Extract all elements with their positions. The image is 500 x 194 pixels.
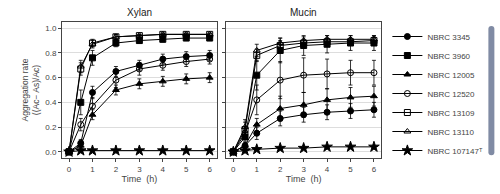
svg-text:Aggregation rate((Ac− As)/Ac): Aggregation rate((Ac− As)/Ac) <box>20 58 41 121</box>
svg-text:Time (h): Time (h) <box>286 174 322 184</box>
svg-text:1.0: 1.0 <box>45 24 57 33</box>
svg-text:NBRC 3960: NBRC 3960 <box>427 52 470 61</box>
svg-text:3: 3 <box>301 165 306 174</box>
svg-text:NBRC 13110: NBRC 13110 <box>427 128 474 137</box>
svg-text:6: 6 <box>207 165 212 174</box>
svg-text:0.2: 0.2 <box>45 123 57 132</box>
svg-text:2: 2 <box>278 165 283 174</box>
svg-text:NBRC 12005: NBRC 12005 <box>427 71 475 80</box>
svg-text:0: 0 <box>67 165 72 174</box>
svg-text:Xylan: Xylan <box>127 7 152 18</box>
svg-text:NBRC 12520: NBRC 12520 <box>427 90 475 99</box>
svg-text:NBRC 3345: NBRC 3345 <box>427 33 470 42</box>
svg-text:5: 5 <box>184 165 189 174</box>
svg-text:1: 1 <box>90 165 95 174</box>
svg-text:4: 4 <box>161 165 166 174</box>
svg-text:NBRC 107147ᵀ: NBRC 107147ᵀ <box>427 147 483 156</box>
svg-text:Mucin: Mucin <box>290 7 317 18</box>
svg-text:0.4: 0.4 <box>45 98 57 107</box>
svg-text:6: 6 <box>372 165 377 174</box>
svg-text:2: 2 <box>114 165 119 174</box>
svg-text:1: 1 <box>255 165 260 174</box>
svg-text:NBRC 13109: NBRC 13109 <box>427 109 475 118</box>
svg-text:0.8: 0.8 <box>45 49 57 58</box>
svg-text:0.6: 0.6 <box>45 73 57 82</box>
svg-text:0: 0 <box>231 165 236 174</box>
svg-text:3: 3 <box>137 165 142 174</box>
svg-text:4: 4 <box>325 165 330 174</box>
svg-text:Time (h): Time (h) <box>122 174 158 184</box>
svg-text:0.0: 0.0 <box>45 148 57 157</box>
svg-text:5: 5 <box>348 165 353 174</box>
